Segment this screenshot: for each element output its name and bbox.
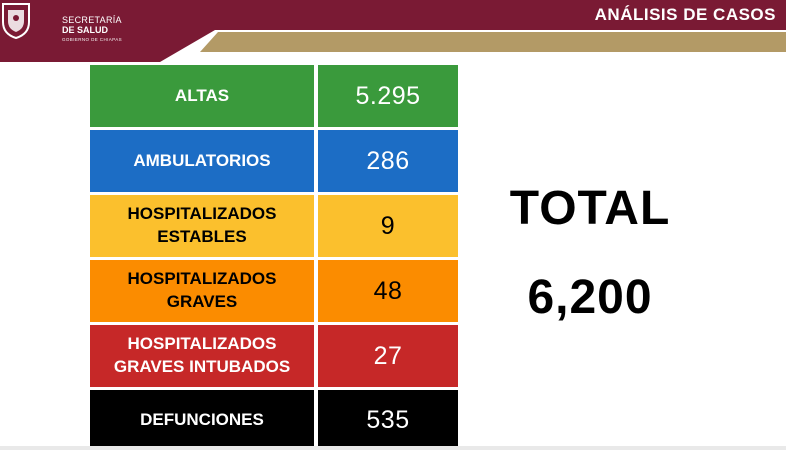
page-title: ANÁLISIS DE CASOS <box>594 5 776 24</box>
row-label: HOSPITALIZADOS GRAVES <box>90 260 314 322</box>
row-value: 535 <box>318 390 458 450</box>
row-value: 5.295 <box>318 65 458 127</box>
row-value: 48 <box>318 260 458 322</box>
table-row-hospitalizados-graves: HOSPITALIZADOS GRAVES 48 <box>90 260 458 322</box>
cases-table: ALTAS 5.295 AMBULATORIOS 286 HOSPITALIZA… <box>90 65 458 450</box>
table-row-hospitalizados-estables: HOSPITALIZADOS ESTABLES 9 <box>90 195 458 257</box>
table-row-defunciones: DEFUNCIONES 535 <box>90 390 458 450</box>
header-shape <box>0 0 786 62</box>
row-label: AMBULATORIOS <box>90 130 314 192</box>
row-label: ALTAS <box>90 65 314 127</box>
row-label: DEFUNCIONES <box>90 390 314 450</box>
table-row-hospitalizados-graves-intubados: HOSPITALIZADOS GRAVES INTUBADOS 27 <box>90 325 458 387</box>
bottom-divider <box>0 446 786 450</box>
row-value: 27 <box>318 325 458 387</box>
row-label: HOSPITALIZADOS GRAVES INTUBADOS <box>90 325 314 387</box>
header-banner: SECRETARÍA DE SALUD GOBIERNO DE CHIAPAS … <box>0 0 786 62</box>
org-line-3: GOBIERNO DE CHIAPAS <box>62 37 123 42</box>
table-row-altas: ALTAS 5.295 <box>90 65 458 127</box>
total-label: TOTAL <box>509 182 671 235</box>
logo-icon <box>2 3 30 40</box>
total-value: 6,200 <box>527 270 653 324</box>
total-block: TOTAL 6,200 <box>490 165 690 343</box>
row-label: HOSPITALIZADOS ESTABLES <box>90 195 314 257</box>
row-value: 9 <box>318 195 458 257</box>
organization-name: SECRETARÍA DE SALUD GOBIERNO DE CHIAPAS <box>62 16 122 43</box>
org-line-1: SECRETARÍA <box>62 15 122 25</box>
row-value: 286 <box>318 130 458 192</box>
org-line-2: DE SALUD <box>62 25 109 35</box>
table-row-ambulatorios: AMBULATORIOS 286 <box>90 130 458 192</box>
